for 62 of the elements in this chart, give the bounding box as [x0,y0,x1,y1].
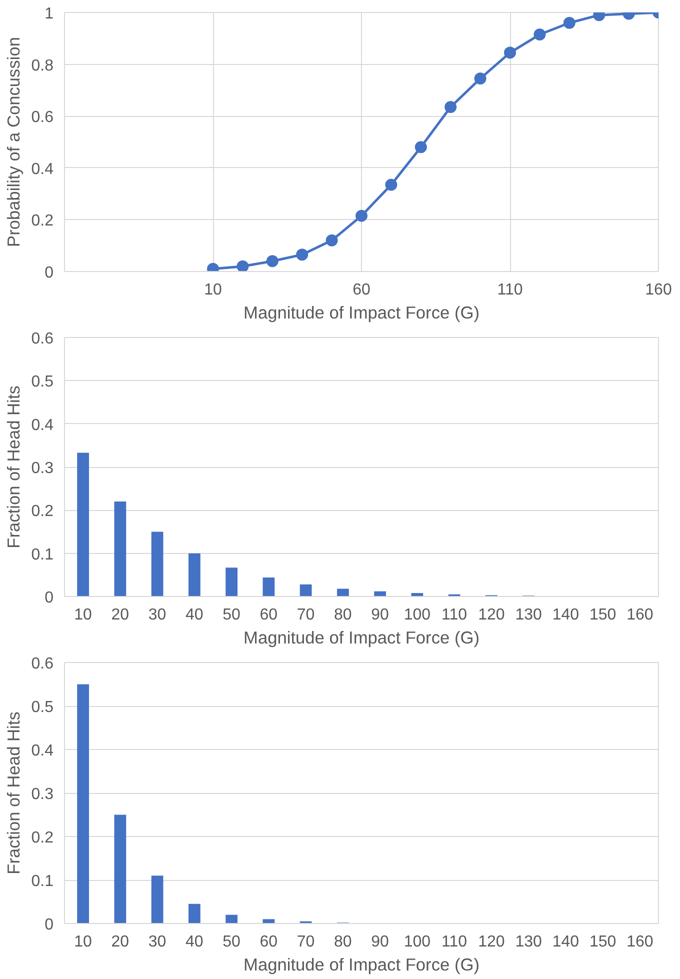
y-tick-label: 0.5 [31,699,54,716]
y-tick-label: 0.6 [31,109,54,126]
x-tick-label: 160 [626,934,654,950]
y-tick-label: 0.6 [31,656,54,672]
x-tick-label: 90 [371,606,390,624]
x-tick-label: 20 [111,934,130,950]
x-tick-label: 70 [296,606,315,624]
y-axis-title: Fraction of Head Hits [3,711,24,874]
x-tick-label: 60 [260,934,278,950]
x-tick-label: 130 [515,934,542,950]
y-tick-label: 0 [44,590,54,606]
y-tick-label: 0.1 [31,873,54,890]
y-tick-label: 0.6 [31,330,54,348]
y-tick-label: 0.5 [31,374,54,391]
x-tick-label: 110 [442,606,468,624]
x-tick-label: 80 [334,606,352,624]
x-tick-label: 100 [404,606,431,624]
x-tick-label: 20 [111,606,130,624]
x-tick-label: 10 [204,282,222,298]
x-tick-label: 70 [296,934,315,950]
y-tick-label: 0.1 [31,546,54,564]
x-tick-label: 120 [478,934,505,950]
x-tick-label: 110 [497,282,523,298]
x-tick-label: 100 [404,934,431,950]
y-tick-label: 0.4 [31,742,54,760]
y-tick-label: 0.2 [31,830,54,846]
y-tick-label: 0.8 [31,57,54,74]
x-tick-label: 50 [222,606,241,624]
x-tick-label: 140 [552,606,580,624]
y-tick-label: 0.3 [31,460,54,477]
x-tick-label: 60 [352,282,370,298]
x-tick-label: 130 [515,606,542,624]
x-axis-title: Magnitude of Impact Force (G) [244,302,480,322]
x-tick-label: 30 [148,934,166,950]
x-tick-label: 110 [442,934,468,950]
y-tick-label: 0.4 [31,416,54,434]
y-axis-title: Probability of a Concussion [3,37,24,247]
x-tick-label: 10 [74,606,92,624]
x-tick-label: 10 [74,934,92,950]
x-tick-label: 60 [260,606,278,624]
x-axis-title: Magnitude of Impact Force (G) [244,628,480,648]
x-axis-title: Magnitude of Impact Force (G) [244,954,480,974]
x-tick-label: 50 [222,934,241,950]
y-tick-label: 0.3 [31,786,54,803]
x-tick-label: 140 [552,934,580,950]
y-tick-label: 0.2 [31,503,54,520]
y-tick-label: 0 [44,916,54,934]
x-tick-label: 30 [148,606,166,624]
x-tick-label: 120 [478,606,505,624]
x-tick-label: 150 [589,606,616,624]
y-tick-label: 1 [44,6,54,22]
x-tick-label: 40 [186,934,204,950]
x-tick-label: 90 [371,934,390,950]
y-tick-label: 0.2 [31,212,54,230]
x-tick-label: 160 [626,606,654,624]
x-tick-label: 150 [589,934,616,950]
y-axis-title: Fraction of Head Hits [3,385,24,548]
y-tick-label: 0.4 [31,160,54,178]
x-tick-label: 80 [334,934,352,950]
y-tick-label: 0 [44,264,54,282]
x-tick-label: 40 [186,606,204,624]
x-tick-label: 160 [645,282,672,298]
